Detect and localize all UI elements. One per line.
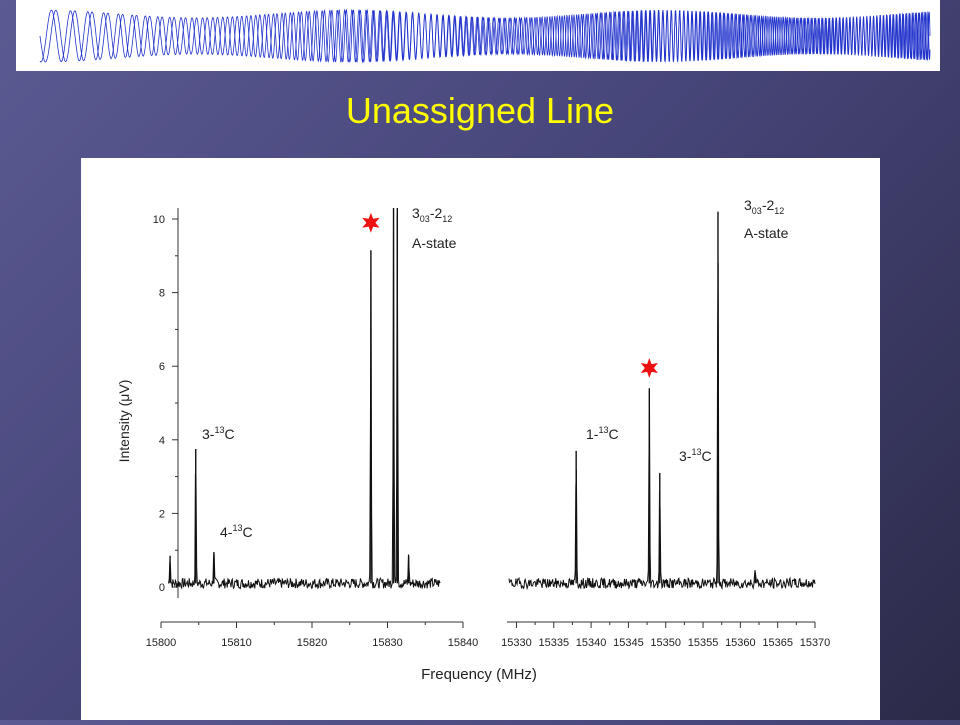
x-tick-label: 15365: [762, 637, 793, 649]
annotation-303-212-right-tail: -2: [762, 197, 775, 213]
annotation-a-state-right: A-state: [744, 225, 789, 241]
annotation-3-13c-left-tail: C: [224, 426, 234, 442]
x-tick-label: 15840: [448, 637, 479, 649]
interferogram-banner: [16, 0, 940, 71]
unassigned-line-star-icon: [640, 358, 658, 378]
annotation-3-13c-left-sup: 13: [214, 425, 224, 435]
x-tick-label: 15810: [221, 637, 252, 649]
annotation-4-13c-tail: C: [242, 524, 252, 540]
unassigned-line-star-icon: [362, 212, 380, 233]
banner-waveform: [39, 8, 931, 64]
spectrum-trace: [168, 211, 441, 590]
y-tick-label: 6: [159, 361, 165, 373]
annotation-303-212-left-sub2: 12: [442, 214, 452, 224]
annotation-4-13c: 4-13C: [220, 523, 253, 540]
x-tick-label: 15830: [372, 637, 403, 649]
spectrum-trace: [508, 263, 816, 591]
y-axis-label: Intensity (μV): [116, 380, 132, 463]
y-tick-label: 10: [153, 214, 165, 226]
y-axis-label-symbol: μ: [116, 394, 132, 402]
annotation-303-212-right-base: 3: [744, 197, 752, 213]
y-tick-label: 0: [159, 582, 165, 594]
annotation-303-212-right-sub: 03: [752, 206, 762, 216]
annotation-303-212-left-base: 3: [412, 205, 420, 221]
annotation-303-212-left-sub: 03: [420, 214, 430, 224]
y-tick-label: 4: [159, 435, 165, 447]
annotation-3-13c-right-base: 3-: [679, 448, 692, 464]
spectrum-chart: 0 2 4 6 8 10 15800 15810 15820 15830 15840 15330 153…: [81, 158, 880, 720]
annotation-1-13c-sup: 13: [598, 425, 608, 435]
x-tick-label: 15350: [650, 637, 681, 649]
x-tick-label: 15820: [297, 637, 328, 649]
annotation-1-13c-tail: C: [608, 426, 618, 442]
annotation-4-13c-base: 4-: [220, 524, 233, 540]
y-tick-label: 2: [159, 508, 165, 520]
annotation-3-13c-left: 3-13C: [202, 425, 235, 442]
annotation-303-212-left: 303-212: [412, 205, 452, 224]
y-tick-label: 8: [159, 288, 165, 300]
x-axis-label: Frequency (MHz): [421, 666, 537, 683]
x-tick-label: 15340: [576, 637, 607, 649]
annotation-3-13c-left-base: 3-: [202, 426, 215, 442]
annotation-a-state-left: A-state: [412, 235, 457, 251]
annotation-3-13c-right: 3-13C: [679, 447, 712, 464]
annotation-3-13c-right-tail: C: [701, 448, 711, 464]
x-tick-label: 15360: [725, 637, 756, 649]
banner-waveform: [39, 8, 931, 64]
annotation-3-13c-right-sup: 13: [691, 447, 701, 457]
annotation-4-13c-sup: 13: [232, 523, 242, 533]
slide-title: Unassigned Line: [345, 90, 615, 131]
annotation-1-13c: 1-13C: [586, 425, 619, 442]
y-axis-label-unit: V): [116, 380, 132, 394]
x-tick-label: 15370: [800, 637, 831, 649]
x-tick-label: 15330: [501, 637, 532, 649]
annotation-303-212-right: 303-212: [744, 197, 784, 216]
annotation-303-212-left-tail: -2: [430, 205, 443, 221]
x-tick-label: 15335: [538, 637, 569, 649]
y-axis-label-text: Intensity (: [116, 401, 132, 462]
annotation-303-212-right-sub2: 12: [774, 206, 784, 216]
interferogram-banner-graphic: [39, 8, 931, 64]
x-tick-label: 15800: [146, 637, 177, 649]
annotation-1-13c-base: 1-: [586, 426, 599, 442]
spectrum-chart-svg: 0 2 4 6 8 10 15800 15810 15820 15830 15840 15330 153…: [116, 197, 831, 683]
x-tick-label: 15345: [613, 637, 644, 649]
x-tick-label: 15355: [688, 637, 719, 649]
